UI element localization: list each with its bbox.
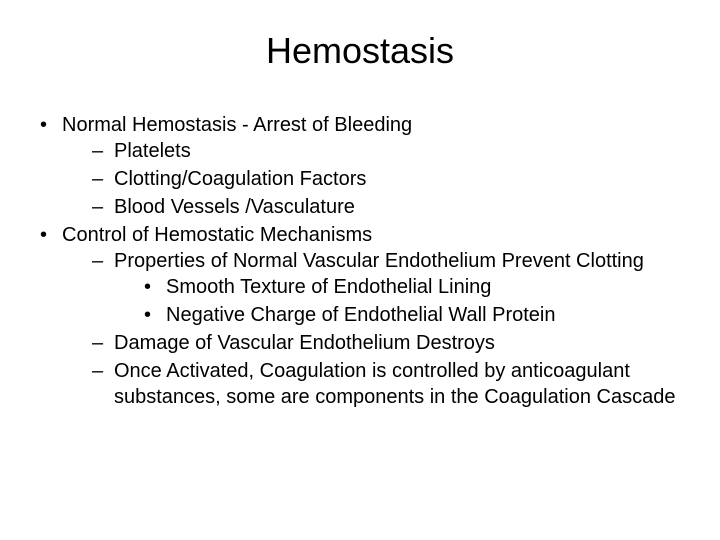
slide-title: Hemostasis	[30, 30, 690, 72]
list-item-label: Smooth Texture of Endothelial Lining	[166, 276, 491, 298]
list-item-label: Platelets	[114, 140, 191, 162]
bullet-list: Normal Hemostasis - Arrest of Bleeding P…	[30, 112, 690, 410]
list-item-label: Negative Charge of Endothelial Wall Prot…	[166, 304, 555, 326]
list-item: Platelets	[92, 138, 690, 164]
list-item-label: Control of Hemostatic Mechanisms	[62, 224, 372, 246]
list-item: Smooth Texture of Endothelial Lining	[144, 274, 690, 300]
bullet-list: Smooth Texture of Endothelial Lining Neg…	[114, 274, 690, 328]
list-item-label: Clotting/Coagulation Factors	[114, 168, 366, 190]
list-item: Damage of Vascular Endothelium Destroys	[92, 330, 690, 356]
list-item-label: Damage of Vascular Endothelium Destroys	[114, 332, 495, 354]
list-item: Negative Charge of Endothelial Wall Prot…	[144, 302, 690, 328]
bullet-list: Properties of Normal Vascular Endotheliu…	[62, 248, 690, 410]
bullet-list: Platelets Clotting/Coagulation Factors B…	[62, 138, 690, 220]
list-item: Once Activated, Coagulation is controlle…	[92, 358, 690, 410]
list-item: Properties of Normal Vascular Endotheliu…	[92, 248, 690, 328]
list-item-label: Properties of Normal Vascular Endotheliu…	[114, 250, 644, 272]
list-item-label: Normal Hemostasis - Arrest of Bleeding	[62, 114, 412, 136]
list-item: Control of Hemostatic Mechanisms Propert…	[40, 222, 690, 410]
slide: Hemostasis Normal Hemostasis - Arrest of…	[0, 0, 720, 540]
list-item: Normal Hemostasis - Arrest of Bleeding P…	[40, 112, 690, 220]
list-item-label: Once Activated, Coagulation is controlle…	[114, 360, 675, 408]
list-item: Blood Vessels /Vasculature	[92, 194, 690, 220]
list-item-label: Blood Vessels /Vasculature	[114, 196, 355, 218]
list-item: Clotting/Coagulation Factors	[92, 166, 690, 192]
